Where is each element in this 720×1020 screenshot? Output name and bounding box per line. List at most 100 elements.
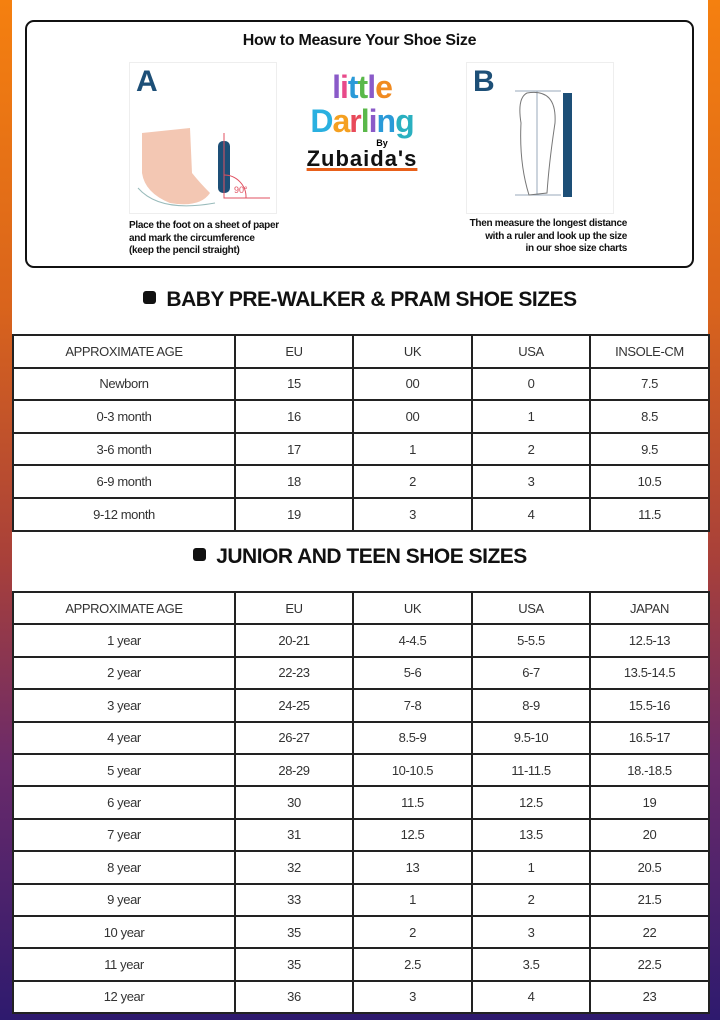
table-cell: 15 — [234, 366, 354, 402]
logo-line1: little — [332, 69, 393, 105]
table-row: 1 year 20-21 4-4.5 5-5.5 12.5-13 — [12, 623, 710, 658]
logo-brand: Zubaida's — [306, 146, 418, 171]
table-row: 10 year 35 2 3 22 — [12, 914, 710, 950]
baby-section-heading: BABY PRE-WALKER & PRAM SHOE SIZES — [12, 288, 708, 312]
table-cell: 16 — [234, 399, 354, 434]
table-cell: 6 year — [12, 785, 236, 820]
table-header-row: APPROXIMATE AGE EU UK USA INSOLE-CM — [12, 334, 710, 369]
table-cell: 23 — [589, 979, 710, 1015]
table-row: Newborn 15 00 0 7.5 — [12, 366, 710, 402]
step-b-letter: B — [473, 65, 495, 98]
table-cell: 10-10.5 — [352, 752, 473, 788]
table-cell: 18.-18.5 — [589, 752, 710, 788]
table-cell: 0 — [471, 366, 591, 402]
table-cell: 9 year — [12, 882, 236, 917]
table-cell: USA — [471, 334, 591, 369]
table-cell: 4 — [471, 979, 591, 1015]
table-cell: 3 year — [12, 688, 236, 723]
table-row: 4 year 26-27 8.5-9 9.5-10 16.5-17 — [12, 720, 710, 755]
table-cell: 3 — [352, 496, 473, 532]
table-cell: 12 year — [12, 979, 236, 1015]
table-cell: 3 — [352, 979, 473, 1015]
table-cell: 6-9 month — [12, 464, 236, 499]
step-a-caption: Place the foot on a sheet of paper and ma… — [129, 220, 279, 256]
table-cell: 35 — [234, 914, 354, 950]
table-cell: INSOLE-CM — [589, 334, 710, 369]
table-cell: 15.5-16 — [589, 688, 710, 723]
table-row: 6 year 30 11.5 12.5 19 — [12, 785, 710, 820]
table-cell: 00 — [352, 366, 473, 402]
table-row: 2 year 22-23 5-6 6-7 13.5-14.5 — [12, 655, 710, 691]
table-row: 9-12 month 19 3 4 11.5 — [12, 496, 710, 532]
table-cell: 21.5 — [589, 882, 710, 917]
table-cell: 18 — [234, 464, 354, 499]
table-cell: 3 — [471, 914, 591, 950]
step-a-illustration: A 90° — [129, 62, 277, 214]
table-cell: 4 year — [12, 720, 236, 755]
table-cell: 32 — [234, 850, 354, 885]
angle-label: 90° — [234, 185, 248, 195]
table-cell: 12.5 — [471, 785, 591, 820]
junior-size-table: APPROXIMATE AGE EU UK USA JAPAN 1 year 20-21 4-… — [12, 590, 710, 1015]
table-cell: UK — [352, 334, 473, 369]
table-cell: 8.5-9 — [352, 720, 473, 755]
table-row: 8 year 32 13 1 20.5 — [12, 850, 710, 885]
table-cell: 7.5 — [589, 366, 710, 402]
table-cell: 11.5 — [352, 785, 473, 820]
table-cell: 2.5 — [352, 947, 473, 982]
table-row: 3-6 month 17 1 2 9.5 — [12, 431, 710, 467]
table-cell: 7 year — [12, 817, 236, 853]
table-row: 7 year 31 12.5 13.5 20 — [12, 817, 710, 853]
table-cell: 1 — [352, 882, 473, 917]
table-cell: 3 — [471, 464, 591, 499]
table-cell: 10 year — [12, 914, 236, 950]
table-cell: 28-29 — [234, 752, 354, 788]
table-cell: APPROXIMATE AGE — [12, 334, 236, 369]
table-cell: 33 — [234, 882, 354, 917]
baby-size-table: APPROXIMATE AGE EU UK USA INSOLE-CM Newborn 15… — [12, 334, 710, 532]
step-a-letter: A — [136, 65, 158, 98]
table-cell: 1 — [471, 399, 591, 434]
table-cell: 16.5-17 — [589, 720, 710, 755]
table-cell: 12.5-13 — [589, 623, 710, 658]
logo-by: By — [376, 138, 388, 148]
table-cell: 7-8 — [352, 688, 473, 723]
table-cell: 1 year — [12, 623, 236, 658]
table-cell: EU — [234, 334, 354, 369]
table-cell: 19 — [234, 496, 354, 532]
table-cell: UK — [352, 590, 473, 626]
table-cell: 8-9 — [471, 688, 591, 723]
table-cell: 26-27 — [234, 720, 354, 755]
how-to-title: How to Measure Your Shoe Size — [242, 32, 477, 49]
table-cell: 8 year — [12, 850, 236, 885]
table-cell: 1 — [471, 850, 591, 885]
table-cell: 13.5-14.5 — [589, 655, 710, 691]
table-cell: 13 — [352, 850, 473, 885]
table-row: 11 year 35 2.5 3.5 22.5 — [12, 947, 710, 982]
table-cell: 2 — [471, 882, 591, 917]
step-b-caption: Then measure the longest distance with a … — [469, 218, 628, 254]
table-cell: 9-12 month — [12, 496, 236, 532]
table-row: 12 year 36 3 4 23 — [12, 979, 710, 1015]
step-b-illustration: B — [466, 62, 614, 214]
table-cell: 20-21 — [234, 623, 354, 658]
table-cell: 35 — [234, 947, 354, 982]
table-cell: 17 — [234, 431, 354, 467]
table-cell: 3-6 month — [12, 431, 236, 467]
table-cell: 11.5 — [589, 496, 710, 532]
logo-line2: Darling — [310, 103, 414, 139]
table-row: 6-9 month 18 2 3 10.5 — [12, 464, 710, 499]
brand-logo: little Darling By Zubaida's — [297, 70, 427, 170]
table-cell: 22-23 — [234, 655, 354, 691]
table-cell: 9.5 — [589, 431, 710, 467]
foot-ruler-icon — [515, 90, 572, 197]
table-cell: APPROXIMATE AGE — [12, 590, 236, 626]
table-cell: Newborn — [12, 366, 236, 402]
table-cell: 36 — [234, 979, 354, 1015]
table-cell: 2 — [352, 914, 473, 950]
table-cell: 24-25 — [234, 688, 354, 723]
table-cell: 5-6 — [352, 655, 473, 691]
table-row: 9 year 33 1 2 21.5 — [12, 882, 710, 917]
table-cell: 2 — [352, 464, 473, 499]
table-cell: 31 — [234, 817, 354, 853]
